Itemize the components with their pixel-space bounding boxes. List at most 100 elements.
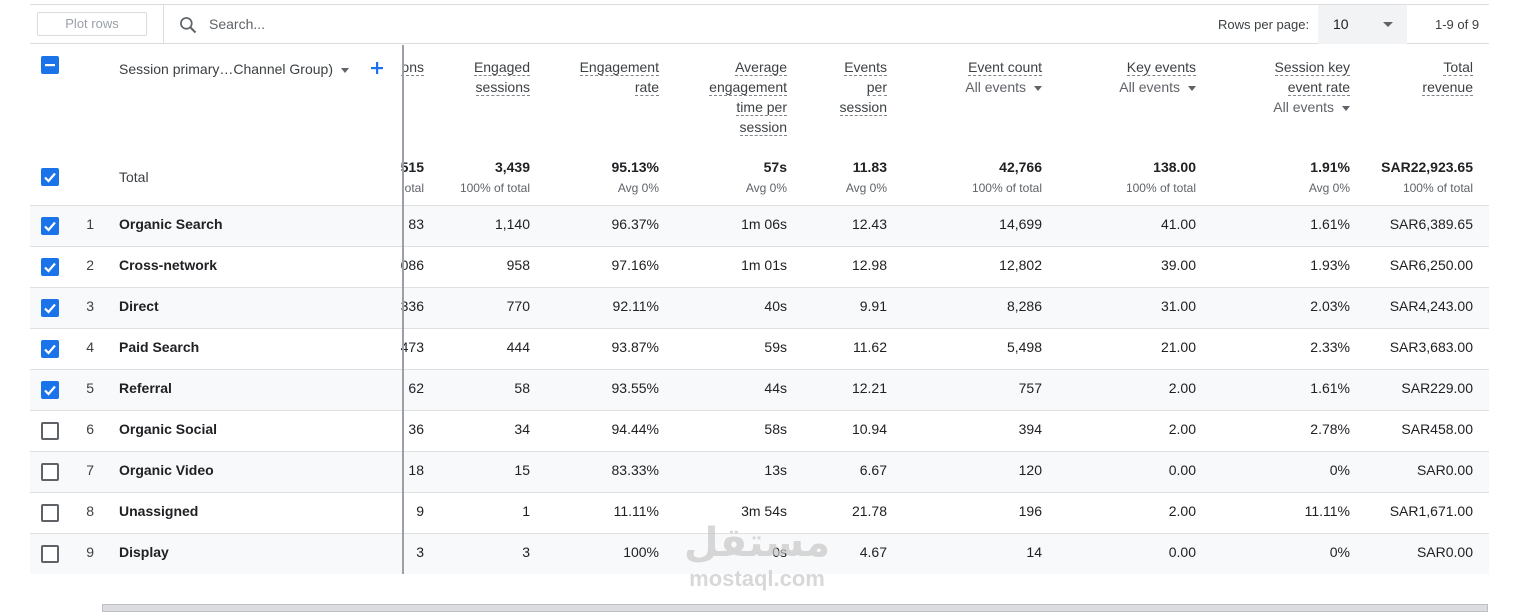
- caret-down-icon: [1034, 85, 1042, 91]
- column-header-sessions[interactable]: ons: [401, 57, 424, 77]
- row-checkbox[interactable]: [41, 504, 59, 522]
- cell-key-events: 2.00: [1168, 503, 1196, 519]
- cell-session-key-event-rate: 1.61%: [1310, 216, 1350, 232]
- total-subtext: Avg 0%: [617, 181, 659, 195]
- plus-icon[interactable]: [369, 60, 385, 76]
- rows-per-page-label: Rows per page:: [1218, 17, 1310, 32]
- cell-sessions: 62: [408, 380, 424, 396]
- cell-avg-engagement: 13s: [764, 462, 787, 478]
- rows-per-page-select[interactable]: 10: [1318, 5, 1407, 44]
- cell-session-key-event-rate: 1.93%: [1310, 257, 1350, 273]
- cell-avg-engagement: 0s: [772, 544, 787, 560]
- column-header-avg-engagement[interactable]: Average engagement time per session: [709, 57, 787, 137]
- cell-sessions: 9: [416, 503, 424, 519]
- watermark-logo: مستقل mostaql.com: [672, 520, 842, 592]
- cell-events-per-session: 21.78: [851, 503, 887, 519]
- check-icon: [44, 344, 56, 355]
- toolbar-divider: [163, 5, 164, 44]
- cell-sessions: 473: [400, 339, 424, 355]
- row-number: 2: [86, 257, 94, 273]
- row-checkbox[interactable]: [41, 340, 59, 358]
- column-header-session-key-event-rate[interactable]: Session key event rate All events: [1273, 57, 1350, 117]
- channel-name: Paid Search: [119, 339, 200, 355]
- row-checkbox[interactable]: [41, 422, 59, 440]
- select-all-checkbox[interactable]: [41, 56, 59, 74]
- cell-session-key-event-rate: 2.78%: [1310, 421, 1350, 437]
- total-subtext: otal: [404, 181, 424, 195]
- total-label: Total: [119, 169, 149, 185]
- cell-events-per-session: 11.62: [853, 339, 887, 355]
- cell-events-per-session: 9.91: [859, 298, 887, 314]
- total-subtext: 100% of total: [971, 181, 1042, 195]
- column-header-text: per: [866, 79, 887, 96]
- column-header-event-count[interactable]: Event count All events: [965, 57, 1042, 97]
- row-number: 7: [86, 462, 94, 478]
- row-checkbox[interactable]: [41, 381, 59, 399]
- column-header-engagement-rate[interactable]: Engagement rate: [579, 57, 659, 97]
- column-header-text: Events: [844, 59, 887, 76]
- column-header-text: Engagement: [579, 59, 659, 76]
- metric-filter-dropdown[interactable]: All events: [1273, 97, 1350, 117]
- metric-filter-dropdown[interactable]: All events: [1119, 77, 1196, 97]
- cell-avg-engagement: 58s: [764, 421, 787, 437]
- channel-name: Referral: [119, 380, 172, 396]
- table-row: 2 Cross-network 086 958 97.16% 1m 01s 12.98 12,…: [30, 246, 1489, 287]
- cell-session-key-event-rate: 0%: [1329, 544, 1350, 560]
- caret-down-icon: [340, 67, 349, 73]
- channel-name: Unassigned: [119, 503, 199, 519]
- cell-event-count: 14: [1026, 544, 1042, 560]
- column-header-text: time per: [736, 99, 787, 116]
- cell-engagement-rate: 11.11%: [613, 503, 659, 519]
- column-header-text: Session key: [1274, 59, 1350, 76]
- cell-engaged-sessions: 1,140: [494, 216, 530, 232]
- total-checkbox[interactable]: [41, 168, 59, 186]
- caret-down-icon: [1342, 105, 1350, 111]
- dimension-selector[interactable]: Session primary…Channel Group): [119, 61, 349, 77]
- cell-engaged-sessions: 444: [506, 339, 530, 355]
- column-header-text: Average: [735, 59, 787, 76]
- row-number: 1: [86, 216, 94, 232]
- column-header-text: ons: [401, 59, 424, 76]
- check-icon: [44, 385, 56, 396]
- row-number: 5: [86, 380, 94, 396]
- cell-sessions: 086: [400, 257, 424, 273]
- check-icon: [44, 221, 56, 232]
- column-header-text: session: [739, 119, 787, 136]
- cell-avg-engagement: 44s: [764, 380, 787, 396]
- cell-engagement-rate: 93.55%: [611, 380, 659, 396]
- cell-engagement-rate: 97.16%: [611, 257, 659, 273]
- cell-engagement-rate: 94.44%: [611, 421, 659, 437]
- column-header-key-events[interactable]: Key events All events: [1119, 57, 1196, 97]
- row-number: 3: [86, 298, 94, 314]
- cell-total-revenue: SAR0.00: [1416, 544, 1473, 560]
- row-number: 6: [86, 421, 94, 437]
- dimension-label: Session primary…Channel Group): [119, 61, 333, 77]
- cell-event-count: 8,286: [1006, 298, 1042, 314]
- total-value: 515: [400, 159, 424, 175]
- cell-total-revenue: SAR1,671.00: [1389, 503, 1473, 519]
- cell-key-events: 21.00: [1160, 339, 1196, 355]
- cell-avg-engagement: 1m 06s: [741, 216, 787, 232]
- column-header-engaged-sessions[interactable]: Engaged sessions: [473, 57, 530, 97]
- row-checkbox[interactable]: [41, 463, 59, 481]
- table-row: 9 Display 3 3 100% 0s 4.67 14 0.00 0% SAR0.00: [30, 533, 1489, 574]
- cell-sessions: 336: [400, 298, 424, 314]
- search-icon: [180, 17, 197, 34]
- row-checkbox[interactable]: [41, 299, 59, 317]
- column-header-total-revenue[interactable]: Total revenue: [1422, 57, 1473, 97]
- sticky-column-divider: [402, 45, 404, 574]
- horizontal-scrollbar[interactable]: [102, 604, 1488, 612]
- row-checkbox[interactable]: [41, 545, 59, 563]
- search-input[interactable]: Search...: [209, 16, 266, 32]
- plot-rows-button[interactable]: Plot rows: [37, 12, 147, 36]
- row-checkbox[interactable]: [41, 217, 59, 235]
- column-header-events-per-session[interactable]: Events per session: [839, 57, 887, 117]
- row-number: 8: [86, 503, 94, 519]
- row-checkbox[interactable]: [41, 258, 59, 276]
- cell-events-per-session: 12.21: [851, 380, 887, 396]
- cell-total-revenue: SAR229.00: [1401, 380, 1473, 396]
- metric-filter-dropdown[interactable]: All events: [965, 77, 1042, 97]
- cell-session-key-event-rate: 11.11%: [1304, 503, 1350, 519]
- watermark-latin: mostaql.com: [689, 566, 825, 591]
- cell-avg-engagement: 1m 01s: [741, 257, 787, 273]
